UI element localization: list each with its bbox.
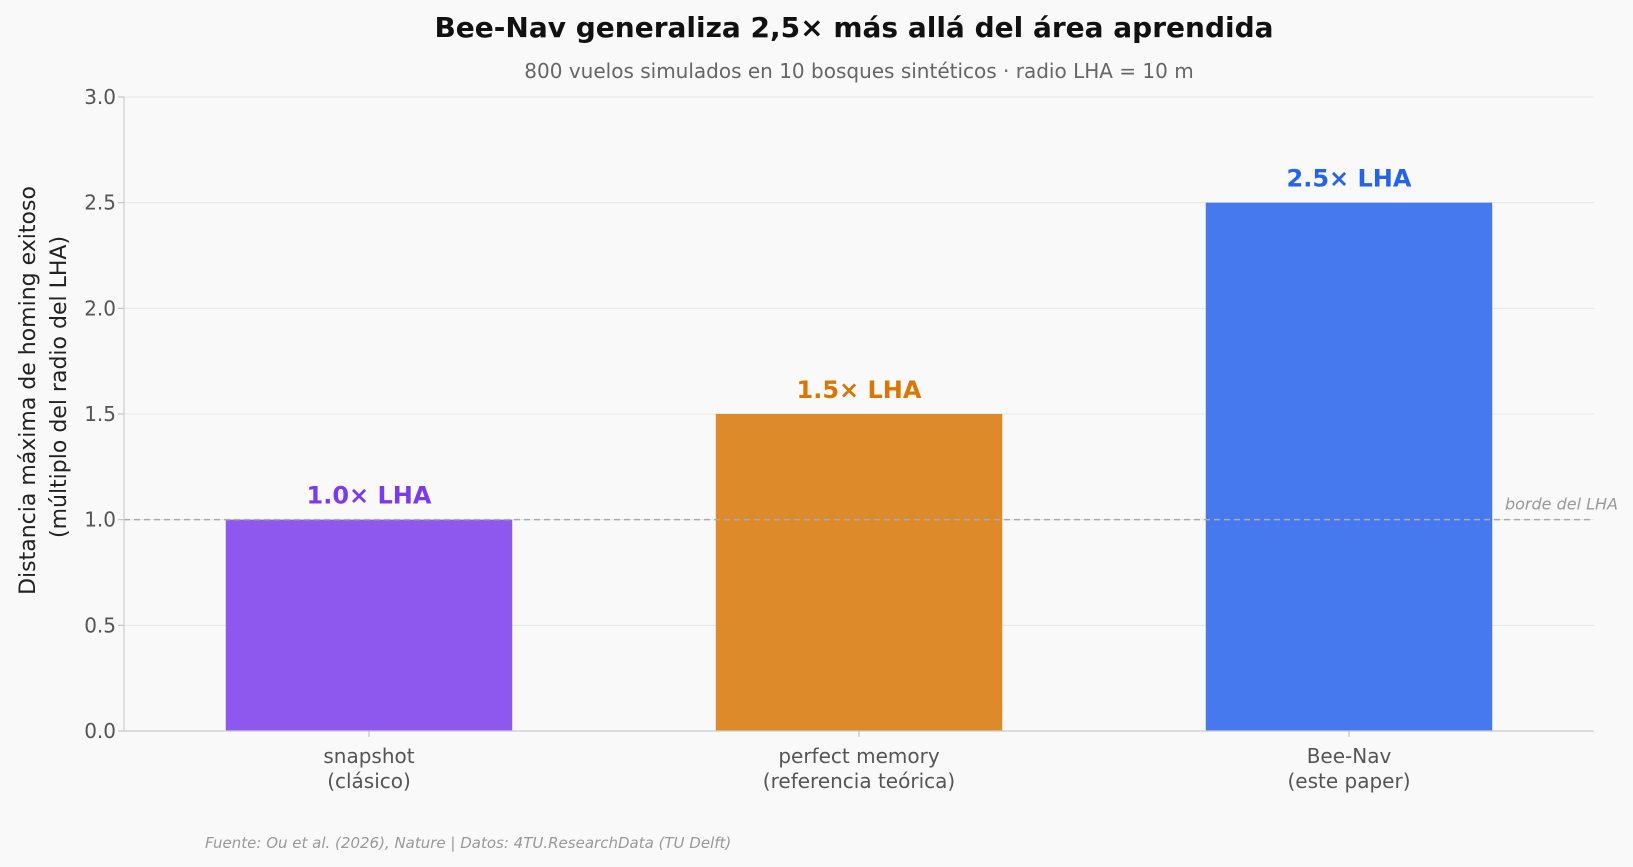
y-tick-label: 2.0: [84, 296, 116, 320]
bar-value-label: 1.0× LHA: [307, 482, 432, 510]
y-tick-label: 1.5: [84, 402, 116, 426]
x-tick-label-line: Bee-Nav: [1307, 744, 1392, 768]
x-tick-label-line: (clásico): [327, 769, 411, 793]
bar: [1205, 202, 1493, 731]
x-tick-label: Bee-Nav (este paper): [1287, 744, 1410, 793]
bars: [225, 202, 1493, 731]
reference-line-group: borde del LHA: [124, 495, 1618, 521]
x-tick-label: perfect memory (referencia teórica): [763, 744, 955, 793]
y-axis-label-line2: (múltiplo del radio del LHA): [47, 236, 72, 538]
chart-title: Bee-Nav generaliza 2,5× más allá del áre…: [434, 11, 1273, 44]
x-tick-label-line: (este paper): [1287, 769, 1410, 793]
y-tick-label: 1.0: [84, 508, 116, 532]
x-axis-ticks: snapshot (clásico) perfect memory (referenc…: [323, 731, 1411, 793]
bar: [715, 414, 1003, 731]
bar: [225, 519, 513, 731]
x-tick-label-line: snapshot: [323, 744, 414, 768]
bar-value-labels: 1.0× LHA 1.5× LHA 2.5× LHA: [307, 165, 1412, 510]
x-tick-label: snapshot (clásico): [323, 744, 414, 793]
reference-line-label: borde del LHA: [1505, 495, 1618, 514]
chart-subtitle: 800 vuelos simulados en 10 bosques sinté…: [524, 59, 1193, 83]
x-tick-label-line: (referencia teórica): [763, 769, 955, 793]
y-tick-label: 2.5: [84, 191, 116, 215]
y-axis-label-line1: Distancia máxima de homing exitoso: [16, 186, 41, 595]
source-note: Fuente: Ou et al. (2026), Nature | Datos…: [205, 834, 731, 852]
bar-value-label: 1.5× LHA: [797, 376, 922, 404]
x-tick-label-line: perfect memory: [778, 744, 939, 768]
y-tick-label: 0.0: [84, 719, 116, 743]
bar-value-label: 2.5× LHA: [1287, 165, 1412, 193]
y-tick-label: 3.0: [84, 85, 116, 109]
y-axis-ticks: 0.0 0.5 1.0 1.5 2.0 2.5 3.0: [84, 85, 124, 743]
y-tick-label: 0.5: [84, 613, 116, 637]
y-axis-label: Distancia máxima de homing exitoso (múlt…: [16, 179, 72, 595]
